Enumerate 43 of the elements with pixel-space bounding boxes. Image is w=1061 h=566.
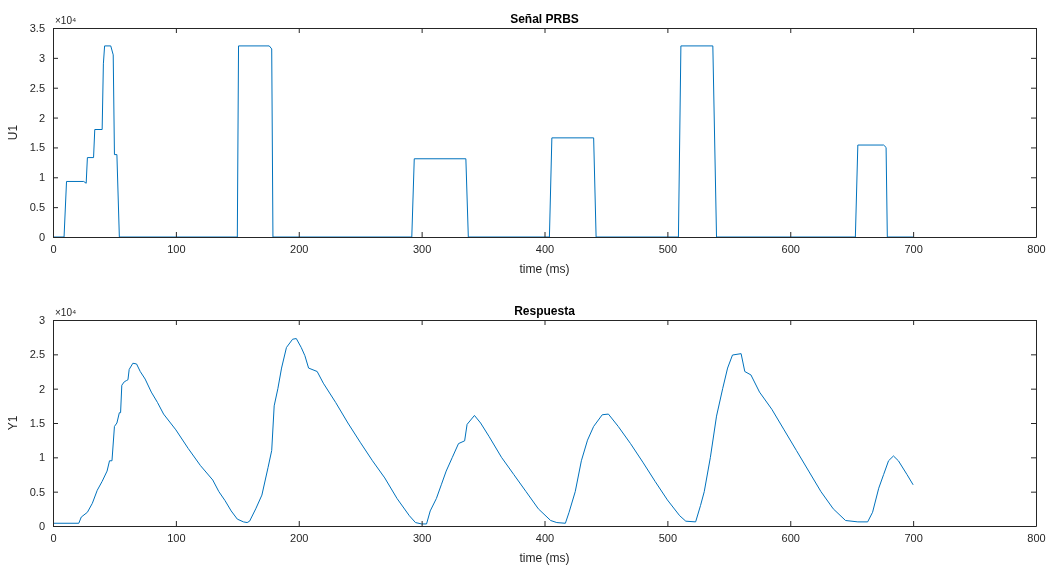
y-tick-label: 1 bbox=[38, 171, 45, 184]
x-tick-label: 600 bbox=[781, 531, 800, 544]
x-tick-label: 100 bbox=[167, 531, 186, 544]
y-tick-label: 3.5 bbox=[29, 22, 45, 35]
y-tick-label: 2 bbox=[38, 382, 45, 395]
y-tick-label: 0 bbox=[38, 231, 45, 244]
chart-title: Señal PRBS bbox=[510, 12, 579, 26]
x-tick-label: 400 bbox=[535, 242, 555, 255]
y-axis-title: U1 bbox=[6, 124, 20, 141]
x-tick-label: 700 bbox=[904, 531, 923, 544]
x-tick-label: 0 bbox=[50, 531, 57, 544]
y-tick-label: 1.5 bbox=[29, 417, 45, 430]
y-tick-label: 2.5 bbox=[29, 348, 45, 361]
line-series bbox=[52, 45, 914, 238]
text: ×10⁴ bbox=[55, 15, 77, 26]
x-tick-label: 600 bbox=[781, 242, 800, 255]
x-tick-label: 100 bbox=[167, 242, 186, 255]
x-tick-label: 800 bbox=[1027, 242, 1046, 255]
x-tick-label: 500 bbox=[658, 531, 678, 544]
x-tick-label: 700 bbox=[904, 242, 923, 255]
y-tick-label: 0 bbox=[38, 520, 45, 533]
y-tick-label: 0.5 bbox=[29, 201, 45, 214]
y-tick-label: 1 bbox=[38, 451, 45, 464]
x-tick-label: 300 bbox=[412, 531, 432, 544]
x-tick-label: 800 bbox=[1027, 531, 1046, 544]
x-tick-label: 300 bbox=[412, 242, 432, 255]
y-tick-label: 3 bbox=[38, 51, 45, 64]
y-tick-label: 1.5 bbox=[29, 141, 45, 154]
x-axis-title: time (ms) bbox=[519, 551, 570, 565]
x-tick-label: 0 bbox=[50, 242, 57, 255]
y-tick-label: 2.5 bbox=[29, 81, 45, 94]
y-tick-label: 2 bbox=[38, 111, 45, 124]
y-axis-title: Y1 bbox=[6, 415, 20, 431]
x-tick-label: 400 bbox=[535, 531, 555, 544]
y-tick-label: 0.5 bbox=[29, 485, 45, 498]
x-axis-title: time (ms) bbox=[519, 262, 570, 276]
x-tick-label: 200 bbox=[290, 531, 309, 544]
x-tick-label: 500 bbox=[658, 242, 678, 255]
chart-title: Respuesta bbox=[514, 304, 576, 318]
text: ×10⁴ bbox=[55, 307, 77, 318]
y-tick-label: 3 bbox=[38, 314, 45, 327]
line-series bbox=[52, 338, 914, 525]
x-tick-label: 200 bbox=[290, 242, 309, 255]
